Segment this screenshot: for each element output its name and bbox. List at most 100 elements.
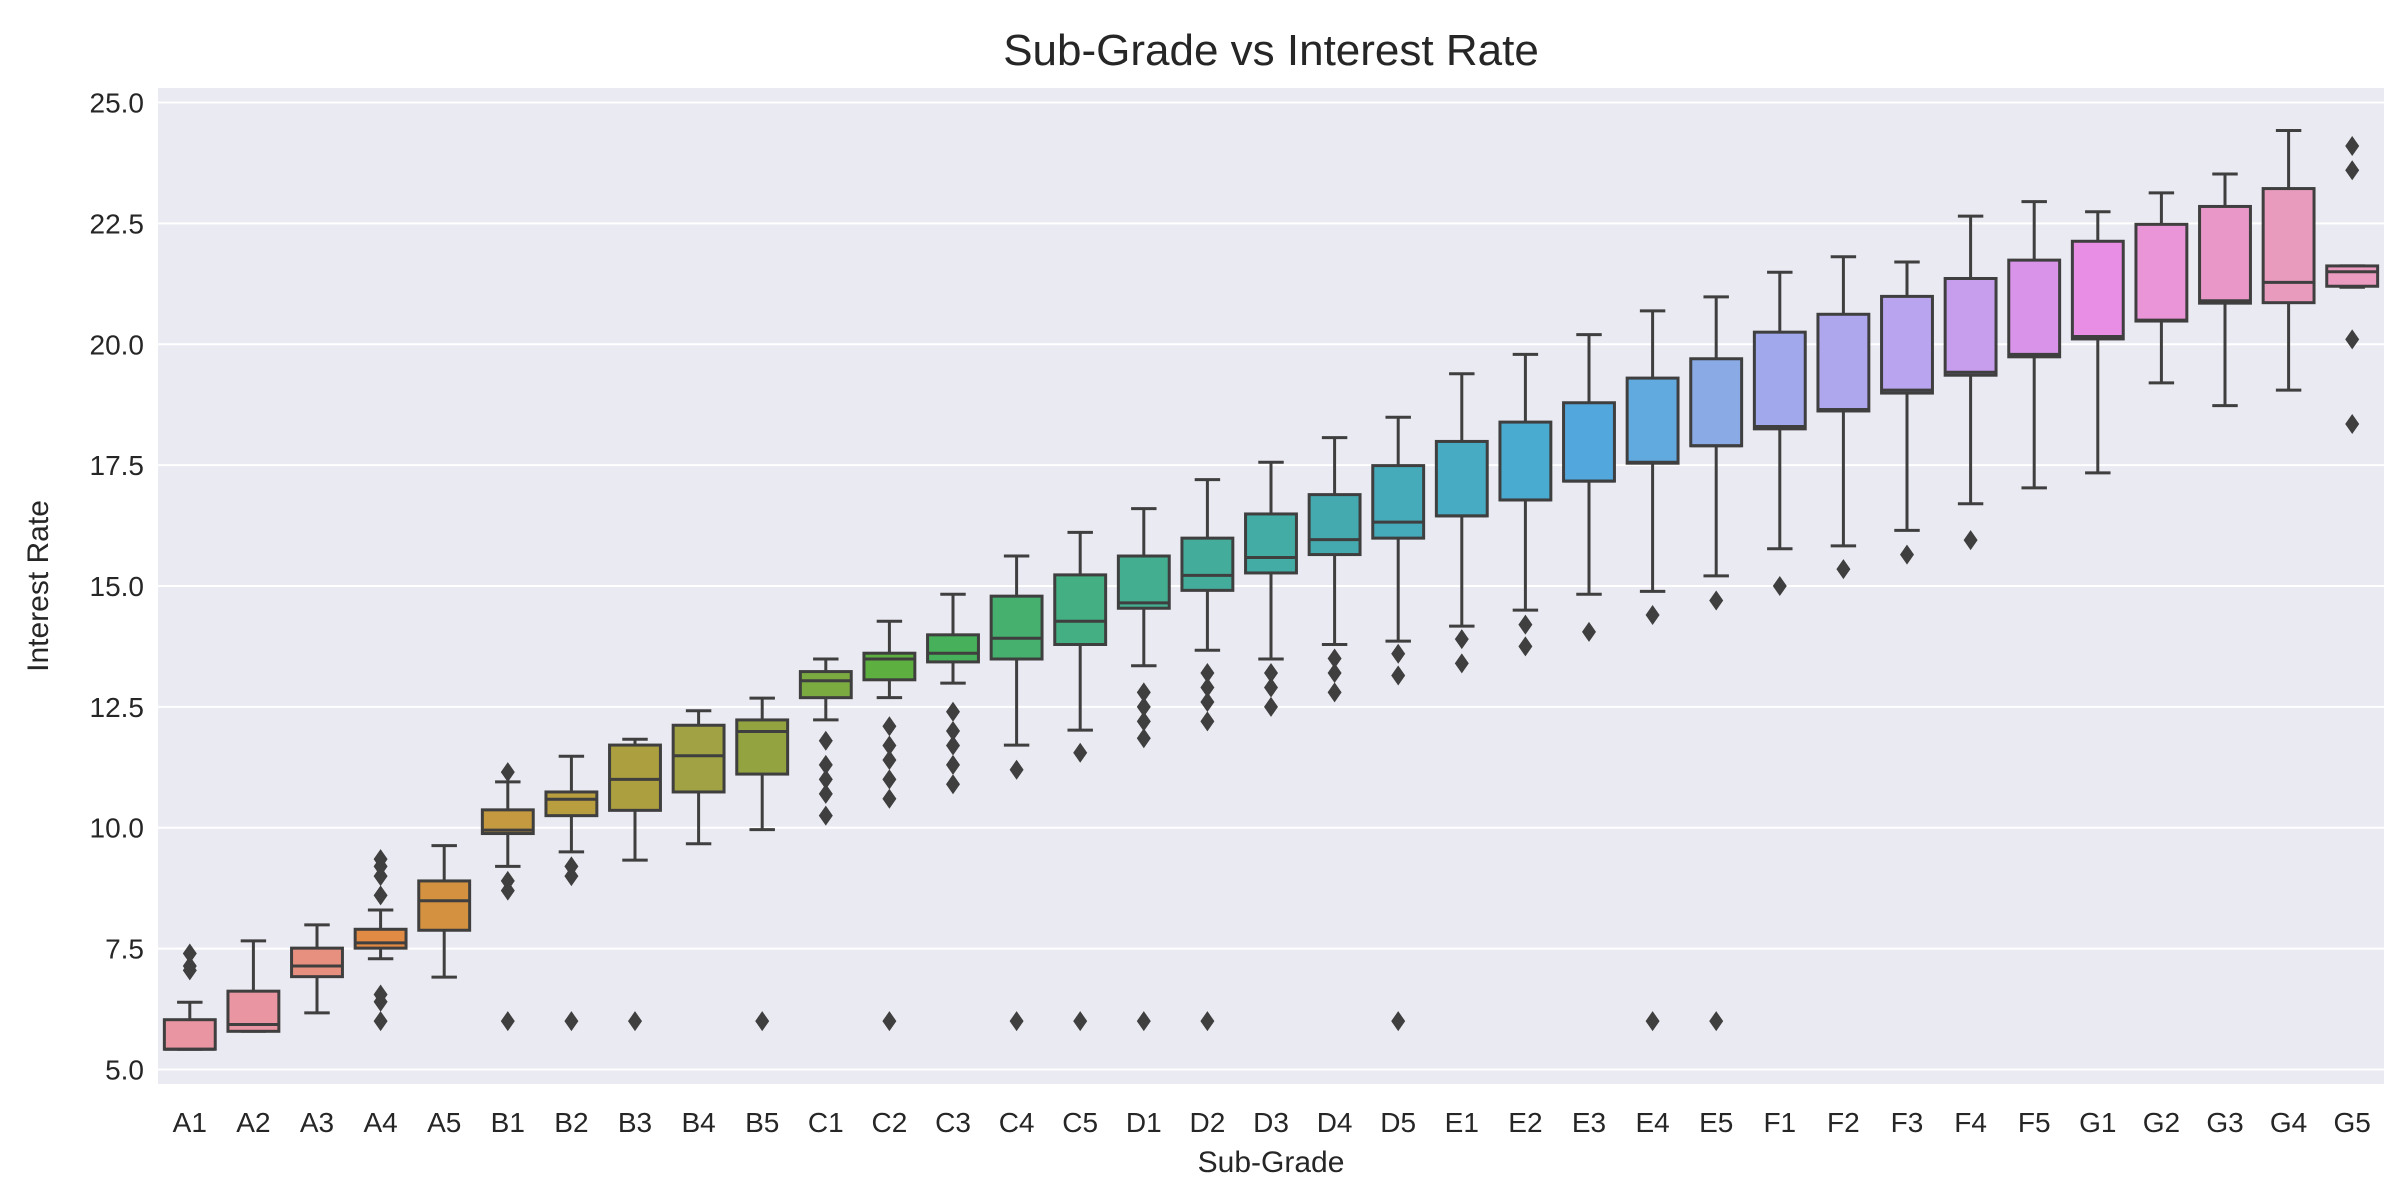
box-D1 — [1116, 507, 1171, 1032]
outlier-point — [628, 1011, 642, 1032]
x-tick-label: D2 — [1190, 1107, 1226, 1138]
box-iqr — [1689, 357, 1744, 448]
x-tick-label: A5 — [427, 1107, 461, 1138]
box-iqr — [798, 670, 853, 700]
outlier-point — [1073, 742, 1088, 763]
box-D2 — [1180, 478, 1235, 1032]
box-D4 — [1307, 436, 1362, 703]
x-tick-label: A4 — [363, 1107, 397, 1138]
x-tick-label: F4 — [1954, 1107, 1987, 1138]
boxes — [162, 129, 2380, 1051]
outlier-point — [818, 769, 833, 790]
outlier-point — [1582, 621, 1596, 642]
box-iqr — [1498, 420, 1553, 502]
outlier-point — [1963, 530, 1978, 551]
outlier-point — [1264, 663, 1278, 684]
box-B4 — [671, 709, 726, 846]
outlier-point — [1009, 1011, 1024, 1032]
outlier-point — [1836, 559, 1851, 580]
chart-title: Sub-Grade vs Interest Rate — [1003, 26, 1539, 75]
outlier-point — [1709, 590, 1724, 611]
outlier-point — [1264, 677, 1278, 698]
x-tick-label: G5 — [2334, 1107, 2371, 1138]
outlier-point — [1136, 1011, 1151, 1032]
box-iqr — [480, 808, 535, 836]
outlier-point — [1327, 682, 1342, 703]
outlier-point — [1391, 1011, 1406, 1032]
y-axis-label: Interest Rate — [22, 500, 55, 672]
x-tick-label: E2 — [1508, 1107, 1542, 1138]
outlier-point — [818, 805, 833, 826]
box-iqr — [2325, 264, 2380, 288]
outlier-point — [1391, 643, 1406, 664]
box-iqr — [2134, 222, 2189, 323]
outlier-point — [1900, 544, 1914, 565]
outlier-point — [2345, 329, 2360, 350]
outlier-point — [1200, 663, 1215, 684]
outlier-point — [818, 783, 833, 804]
box-E2 — [1498, 352, 1553, 657]
outlier-point — [373, 849, 388, 870]
box-B2 — [544, 754, 599, 1032]
box-iqr — [1434, 439, 1489, 518]
box-G2 — [2134, 191, 2189, 385]
x-tick-label: B4 — [681, 1107, 715, 1138]
box-iqr — [862, 651, 917, 682]
box-E3 — [1562, 333, 1616, 642]
box-F4 — [1943, 214, 1998, 551]
outlier-point — [1772, 576, 1787, 596]
box-iqr — [1371, 464, 1426, 540]
box-iqr — [1244, 512, 1298, 575]
box-iqr — [1562, 401, 1616, 483]
box-iqr — [290, 946, 344, 979]
box-C3 — [926, 592, 980, 795]
box-A5 — [417, 844, 472, 979]
box-G5 — [2325, 136, 2380, 435]
box-iqr — [2198, 204, 2252, 305]
outlier-point — [818, 730, 833, 751]
outlier-point — [1709, 1011, 1724, 1032]
x-tick-label: B3 — [618, 1107, 652, 1138]
outlier-point — [373, 984, 388, 1005]
outlier-point — [1136, 728, 1151, 749]
y-tick-label: 12.5 — [90, 692, 145, 723]
x-tick-label: B2 — [554, 1107, 588, 1138]
outlier-point — [1645, 1011, 1660, 1032]
outlier-point — [182, 956, 197, 977]
outlier-point — [1136, 682, 1151, 703]
outlier-point — [946, 774, 960, 795]
box-iqr — [1625, 376, 1680, 465]
box-G3 — [2198, 172, 2252, 408]
outlier-point — [182, 943, 197, 964]
x-tick-label: D5 — [1380, 1107, 1416, 1138]
box-F2 — [1816, 255, 1871, 580]
box-D5 — [1371, 415, 1426, 1032]
box-iqr — [2261, 187, 2316, 305]
box-C2 — [862, 619, 917, 1032]
x-tick-label: A1 — [173, 1107, 207, 1138]
outlier-point — [1200, 1011, 1215, 1032]
x-tick-label: D4 — [1317, 1107, 1353, 1138]
box-iqr — [989, 594, 1044, 661]
x-tick-label: C4 — [999, 1107, 1035, 1138]
box-iqr — [1752, 330, 1807, 431]
outlier-point — [882, 788, 897, 809]
box-A2 — [226, 939, 281, 1033]
outlier-point — [1200, 677, 1215, 698]
x-tick-label: E3 — [1572, 1107, 1606, 1138]
box-iqr — [544, 790, 599, 818]
x-tick-label: G3 — [2206, 1107, 2243, 1138]
outlier-point — [1327, 663, 1342, 684]
x-tick-label: F5 — [2018, 1107, 2051, 1138]
outlier-point — [1645, 605, 1660, 626]
box-iqr — [926, 633, 980, 664]
box-A4 — [353, 849, 408, 1032]
outlier-point — [1009, 759, 1024, 780]
x-tick-label: F3 — [1891, 1107, 1924, 1138]
box-iqr — [1943, 276, 1998, 377]
outlier-point — [1454, 653, 1469, 674]
box-E5 — [1689, 295, 1744, 1032]
x-tick-label: E1 — [1445, 1107, 1479, 1138]
outlier-point — [1518, 636, 1533, 657]
outlier-point — [1073, 1011, 1088, 1032]
